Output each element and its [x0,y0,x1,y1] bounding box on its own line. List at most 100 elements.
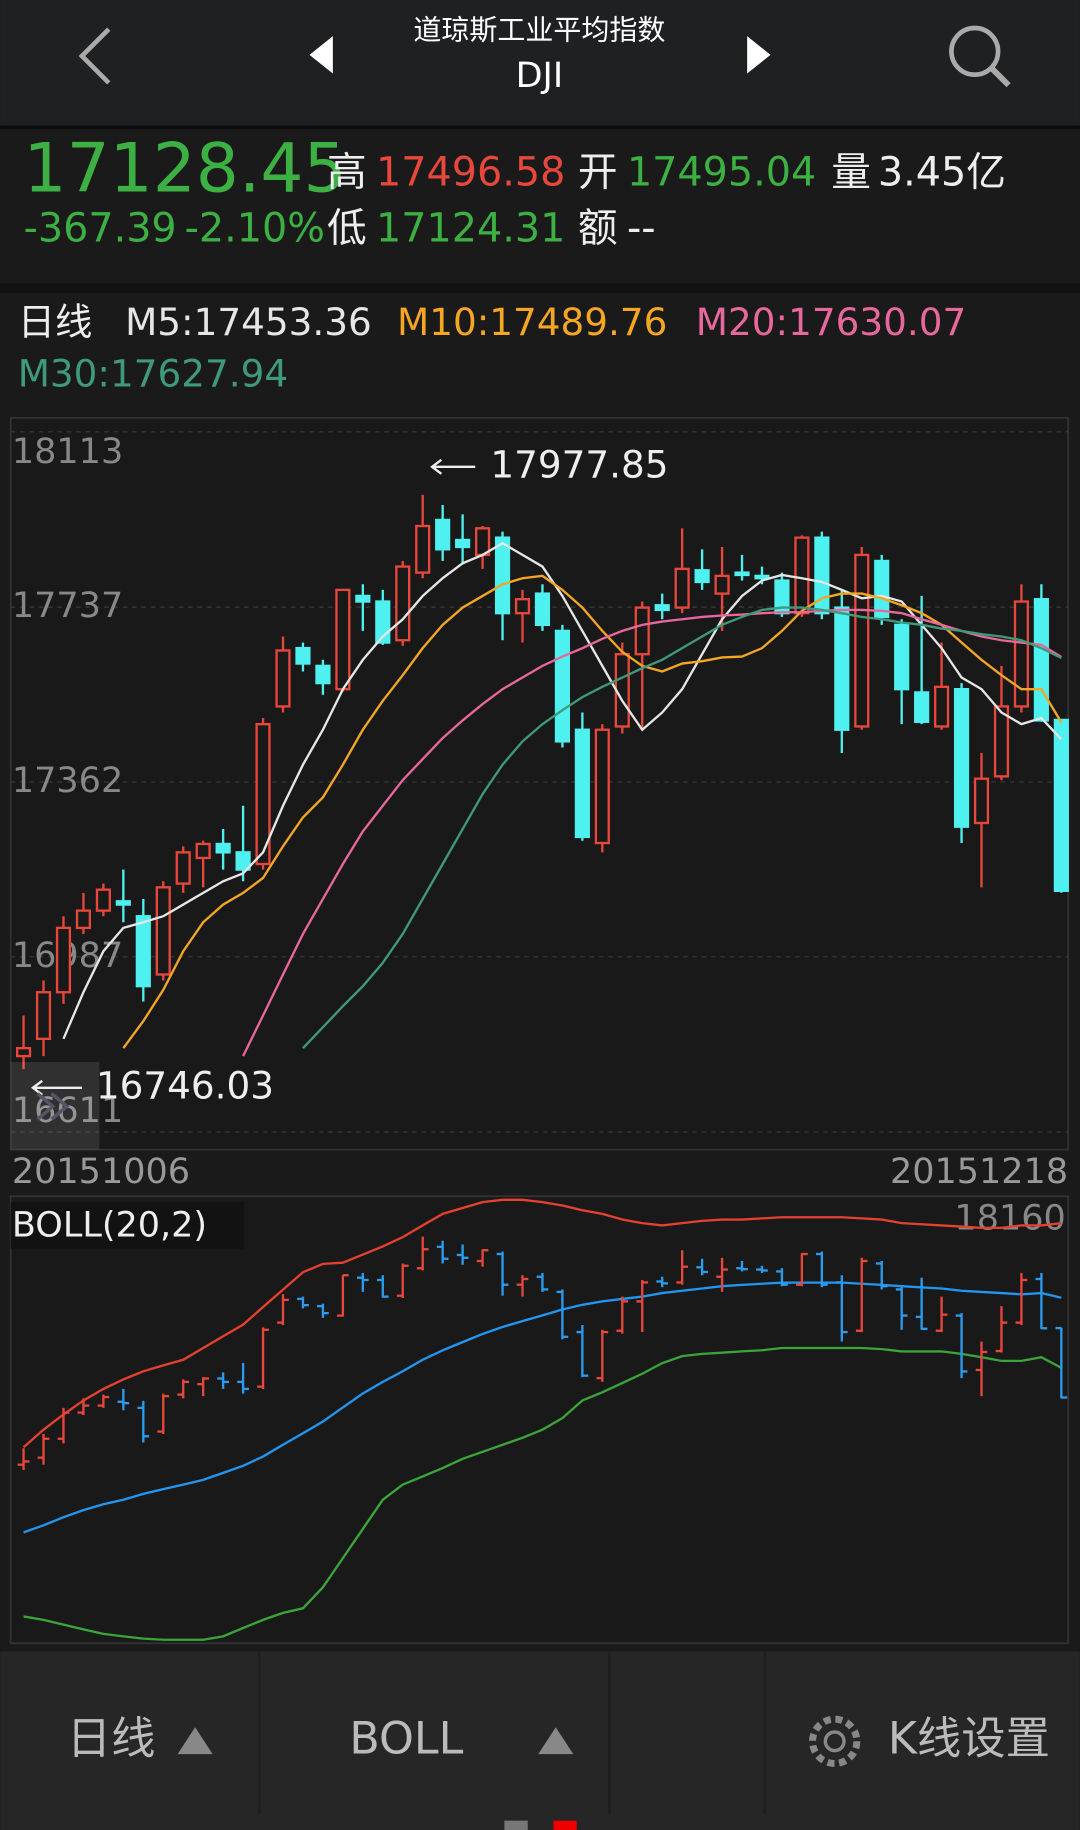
candle-body [694,569,710,584]
search-icon [949,25,1001,78]
annotation-arrow [30,1079,82,1096]
candle-body [15,1046,32,1058]
candle-body [1033,598,1049,722]
candle-body [315,664,331,685]
tab-label: 日线 [67,1713,156,1764]
high-price: 17496.58 [376,150,565,196]
boll-line [22,1198,1062,1449]
candle-body [395,565,411,642]
candle-body [654,604,670,612]
y-tick-label: 18113 [12,432,123,472]
y-tick-label: 18160 [954,1199,1065,1239]
candle-body [734,571,750,577]
next-button[interactable] [747,36,771,74]
candle-body [574,728,590,839]
amount: -- [627,206,656,252]
tab-label: K线设置 [888,1713,1050,1764]
candle-body [215,842,231,854]
settings-tab[interactable]: K线设置 [809,1713,1050,1767]
ma-legend: M10:17489.76 [397,300,667,344]
period-tab[interactable]: 日线 [67,1713,213,1764]
chevron [50,1092,70,1121]
gear-icon [809,1715,861,1767]
annotation-arrow [430,458,476,475]
candle-body [973,777,990,825]
candle-body [754,574,770,580]
label: 额 [578,206,618,252]
candle-body [35,991,52,1041]
tab-label: BOLL [349,1713,463,1764]
prev-button[interactable] [309,36,333,74]
candle-body [953,688,970,828]
candle-body [474,527,491,557]
price-chart-frame [9,416,1069,1151]
candle-body [235,851,251,871]
y-tick-label: 17362 [12,761,123,801]
candle-body [435,518,451,551]
candle-body [674,567,690,609]
boll-line [23,1346,1062,1641]
label: 量 [831,150,871,196]
search-icon [989,65,1011,88]
candle-body [594,728,610,845]
ma-legend: M5:17453.36 [125,300,372,344]
candle-body [934,685,950,728]
candle-body [295,646,311,665]
low-annotation: 16746.03 [96,1063,274,1107]
volume: 3.45亿 [878,150,1006,196]
candle-body [95,888,111,912]
index-symbol: DJI [516,56,564,96]
candle-body [534,592,551,627]
tab-arrow [538,1727,574,1755]
candle-body [1013,600,1030,708]
last-price: 17128.45 [24,128,347,207]
date-start: 20151006 [12,1152,190,1192]
candle-body [75,909,92,930]
candle-body [415,524,431,574]
ma-legend: M30:17627.94 [18,351,288,395]
y-tick-label: 16611 [12,1091,123,1131]
candle-body [814,536,830,615]
indicator-tab[interactable]: BOLL [349,1713,574,1764]
candle-body [894,623,910,691]
candle-body [55,926,72,994]
candle-body [455,538,471,549]
candle-body [115,900,131,906]
change: -367.39 [24,206,177,252]
candle-body [175,851,191,885]
gear-icon [823,1730,846,1753]
candle-body [335,588,351,691]
page-indicator [504,1820,528,1830]
search-button[interactable] [949,25,1011,88]
candle-body [255,722,271,866]
y-tick-label: 17737 [12,586,123,626]
candle-body [195,842,211,860]
change-percent: -2.10% [185,206,325,252]
boll-title-bg [10,1202,245,1249]
candle-body [355,594,371,603]
top-bar [0,0,1080,127]
high-annotation: 17977.85 [490,442,668,486]
candle-body [714,574,730,595]
scroll-handle[interactable] [10,1062,100,1150]
label: 开 [578,150,618,196]
candle-body [494,536,511,615]
ma-line [122,574,1063,1049]
tab-arrow [177,1727,213,1755]
candle-body [993,705,1010,778]
ma-line [302,606,1062,1049]
boll-title: BOLL(20,2) [12,1206,207,1246]
candle-body [854,553,870,728]
period-label: 日线 [18,300,93,344]
candle-body [1053,718,1069,893]
candle-body [914,691,930,723]
boll-line [23,1281,1062,1534]
boll-chart-frame [9,1195,1069,1645]
plot: 181131773717362169871661117977.8516746.0… [10,431,1069,1641]
candle-body [614,653,630,728]
label: 高 [327,150,367,196]
back-button[interactable] [78,27,111,85]
candle-body [554,629,570,743]
